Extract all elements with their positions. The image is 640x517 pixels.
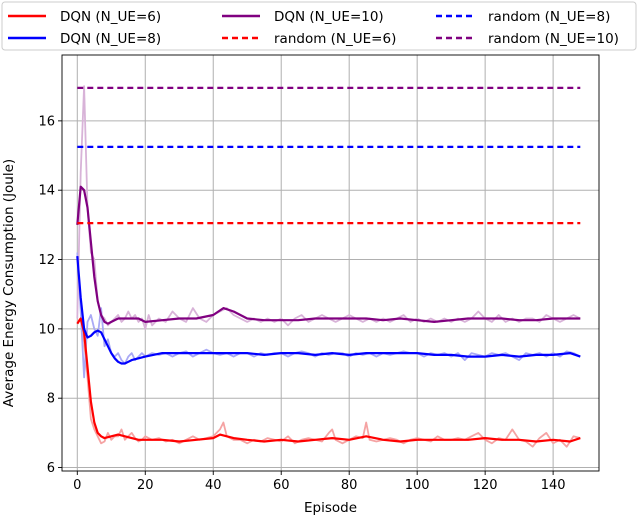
x-tick-label: 60 xyxy=(273,478,290,493)
legend-label: random (N_UE=10) xyxy=(488,31,619,47)
series-line-dqn-n-ue-8 xyxy=(76,256,581,365)
x-tick-label: 140 xyxy=(541,478,566,493)
plot-frame xyxy=(61,54,600,472)
legend-label: random (N_UE=8) xyxy=(488,9,610,25)
y-tick-label: 16 xyxy=(38,114,55,129)
y-axis-label: Average Energy Consumption (Joule) xyxy=(1,159,17,407)
y-tick-label: 14 xyxy=(38,184,55,199)
x-tick-label: 40 xyxy=(205,478,222,493)
legend: DQN (N_UE=6)DQN (N_UE=8)DQN (N_UE=10)ran… xyxy=(1,1,637,51)
raw-line-dqn-n-ue-10 xyxy=(76,85,581,330)
legend-label: random (N_UE=6) xyxy=(274,31,396,47)
raw-line-dqn-n-ue-6 xyxy=(76,317,581,448)
legend-box xyxy=(1,1,637,51)
series-line-dqn-n-ue-6 xyxy=(76,317,581,443)
y-tick-label: 8 xyxy=(47,392,55,407)
y-axis-ticks: 6 8 10 12 14 16 xyxy=(38,114,62,476)
y-tick-label: 12 xyxy=(38,253,55,268)
smoothed-series-lines xyxy=(76,86,581,443)
x-tick-label: 20 xyxy=(137,478,154,493)
x-tick-label: 0 xyxy=(73,478,81,493)
x-tick-label: 80 xyxy=(341,478,358,493)
x-axis-label: Episode xyxy=(304,500,357,516)
series-line-dqn-n-ue-10 xyxy=(76,185,581,325)
legend-label: DQN (N_UE=10) xyxy=(274,9,384,25)
raw-line-dqn-n-ue-8 xyxy=(76,252,581,379)
legend-label: DQN (N_UE=6) xyxy=(60,9,161,25)
x-axis-ticks: 0 20 40 60 80 100 120 140 xyxy=(73,471,566,493)
x-tick-label: 100 xyxy=(405,478,430,493)
x-tick-label: 120 xyxy=(473,478,498,493)
y-tick-label: 10 xyxy=(38,322,55,337)
legend-label: DQN (N_UE=8) xyxy=(60,31,161,47)
grid-lines xyxy=(62,55,599,471)
y-tick-label: 6 xyxy=(47,461,55,476)
raw-series-lines xyxy=(76,85,581,448)
